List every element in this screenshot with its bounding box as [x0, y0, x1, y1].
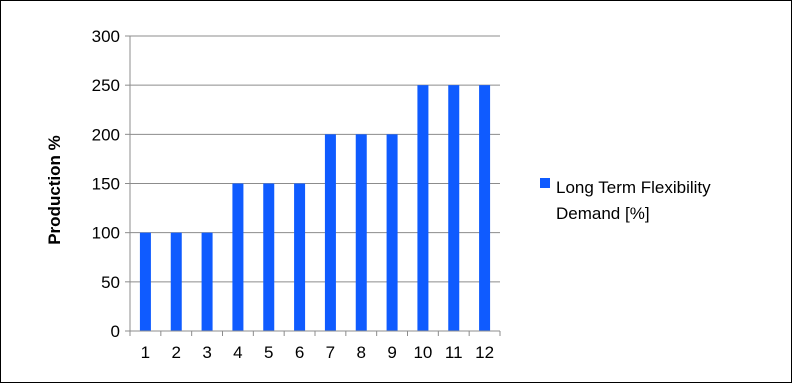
bars — [139, 85, 491, 332]
x-tick-label: 1 — [141, 343, 150, 362]
x-tick-label: 2 — [172, 343, 181, 362]
bar — [139, 232, 151, 331]
bar — [201, 232, 213, 331]
x-tick-label: 3 — [202, 343, 211, 362]
y-tick-label: 100 — [92, 224, 120, 243]
y-axis-title: Production % — [45, 135, 64, 245]
bar — [448, 85, 460, 332]
x-tick-label: 12 — [475, 343, 494, 362]
x-tick-label: 7 — [326, 343, 335, 362]
bar — [355, 134, 367, 331]
bar — [294, 183, 306, 331]
y-tick-labels: 0 50 100 150 200 250 300 — [92, 27, 120, 341]
y-tick-label: 0 — [111, 322, 120, 341]
x-tick-label: 5 — [264, 343, 273, 362]
bar — [324, 134, 336, 331]
x-tick-label: 4 — [233, 343, 242, 362]
bar — [386, 134, 398, 331]
x-tick-label: 10 — [413, 343, 432, 362]
legend-swatch — [540, 178, 550, 188]
y-tick-label: 200 — [92, 125, 120, 144]
bar — [170, 232, 182, 331]
x-tick-label: 11 — [445, 343, 463, 362]
x-tick-label: 6 — [295, 343, 304, 362]
legend-label-line2: Demand [%] — [556, 204, 650, 223]
y-tick-label: 50 — [101, 273, 120, 292]
y-tick-label: 300 — [92, 27, 120, 46]
x-tick-label: 9 — [387, 343, 396, 362]
legend: Long Term Flexibility Demand [%] — [540, 178, 711, 223]
gridlines — [125, 35, 501, 336]
bar — [417, 85, 429, 332]
axes — [129, 36, 500, 332]
x-tick-labels: 1 2 3 4 5 6 7 8 9 10 11 12 — [141, 343, 494, 362]
bar — [232, 183, 244, 331]
y-tick-label: 150 — [92, 175, 120, 194]
x-tick-label: 8 — [357, 343, 366, 362]
y-tick-label: 250 — [92, 76, 120, 95]
bar — [263, 183, 275, 331]
bar — [479, 85, 491, 332]
legend-label-line1: Long Term Flexibility — [556, 178, 711, 197]
